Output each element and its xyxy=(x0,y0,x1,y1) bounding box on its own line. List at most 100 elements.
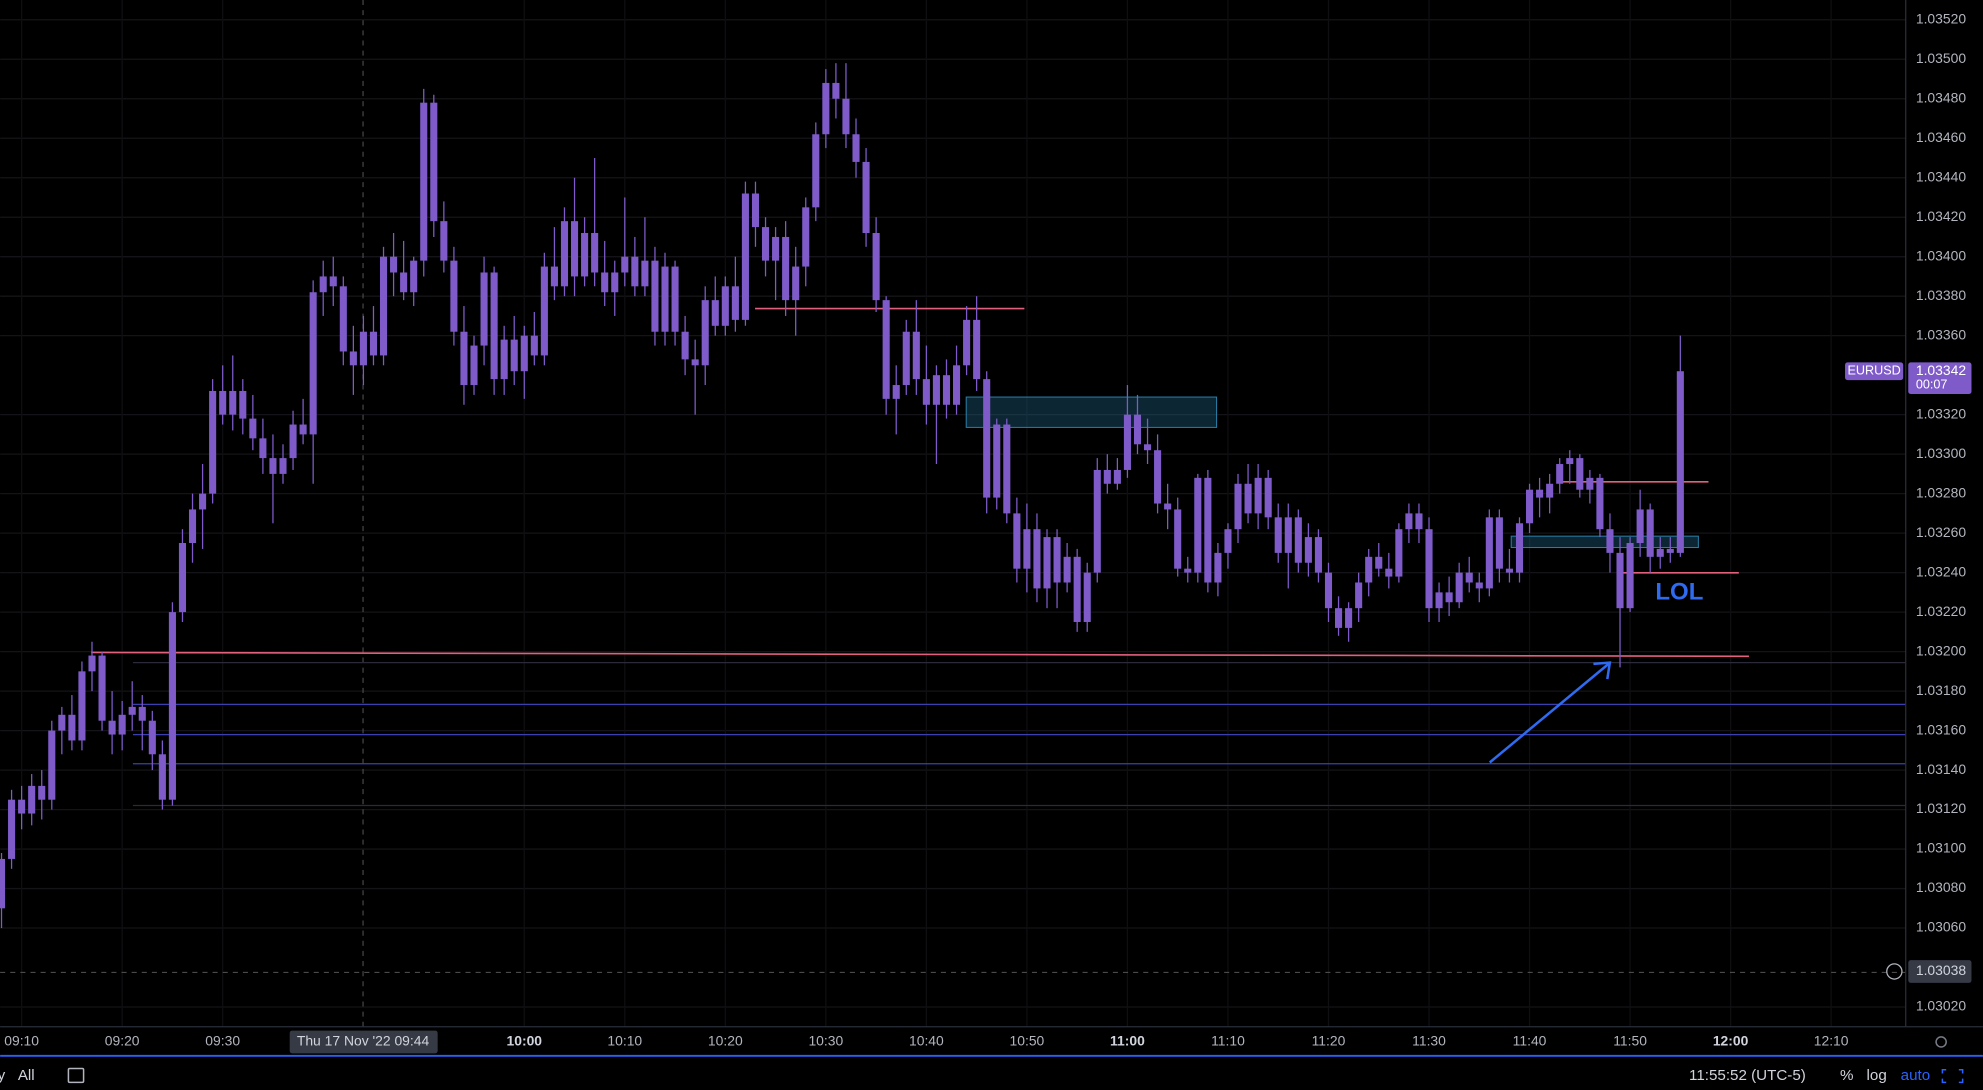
candle-body xyxy=(581,232,589,277)
candle-body xyxy=(460,331,468,386)
y-tick-label: 1.03440 xyxy=(1916,168,1966,184)
candle-body xyxy=(1294,517,1302,563)
candle-body xyxy=(1033,529,1041,589)
candle-body xyxy=(209,390,217,494)
candle-body xyxy=(681,331,689,360)
range-button[interactable]: All xyxy=(18,1067,35,1084)
x-tick-label: 11:20 xyxy=(1312,1033,1346,1049)
candle-body xyxy=(38,785,46,800)
candle-body xyxy=(1556,464,1564,484)
candle-body xyxy=(1224,529,1232,553)
candle-body xyxy=(691,359,699,366)
candle-body xyxy=(158,754,166,800)
candle-body xyxy=(842,98,850,135)
candle-body xyxy=(1505,568,1513,573)
candle-body xyxy=(963,319,971,366)
zone-box xyxy=(965,396,1218,428)
candle-body xyxy=(78,671,86,741)
candle-body xyxy=(892,385,900,399)
y-tick-label: 1.03120 xyxy=(1916,800,1966,816)
candle-body xyxy=(1013,513,1021,569)
log-toggle[interactable]: log xyxy=(1867,1067,1887,1084)
x-tick-label: 10:10 xyxy=(607,1033,642,1049)
candle-body xyxy=(188,509,197,544)
candle-body xyxy=(108,720,116,735)
range-button[interactable]: y xyxy=(0,1067,6,1084)
x-tick-label: 09:10 xyxy=(4,1033,39,1049)
candle-body xyxy=(349,351,357,366)
candle-body xyxy=(1073,556,1081,622)
candle-body xyxy=(761,227,770,261)
candle-body xyxy=(1314,537,1322,573)
auto-toggle[interactable]: auto xyxy=(1901,1067,1930,1084)
candle-body xyxy=(1415,513,1423,530)
y-tick-label: 1.03160 xyxy=(1916,721,1966,737)
candle-body xyxy=(219,390,227,415)
y-tick-label: 1.03240 xyxy=(1916,563,1966,579)
last-price-tag xyxy=(1908,362,1972,394)
candle-body xyxy=(1626,543,1634,609)
fullscreen-icon[interactable] xyxy=(1941,1069,1964,1084)
candle-body xyxy=(289,424,297,459)
candle-body xyxy=(410,260,418,293)
candle-body xyxy=(168,612,176,800)
candle-body xyxy=(701,300,709,366)
candle-body xyxy=(1606,529,1614,553)
clock[interactable]: 11:55:52 (UTC-5) xyxy=(1689,1067,1806,1084)
candle-body xyxy=(621,256,629,273)
candle-body xyxy=(480,272,488,346)
goto-icon[interactable] xyxy=(67,1067,85,1084)
crosshair-time-tag xyxy=(289,1030,438,1054)
candle-body xyxy=(1485,517,1493,589)
candle-body xyxy=(390,256,398,273)
candle-body xyxy=(1345,608,1353,628)
candle-body xyxy=(661,266,669,332)
percent-toggle[interactable]: % xyxy=(1840,1067,1853,1084)
candle-body xyxy=(832,82,840,99)
candle-body xyxy=(1194,477,1202,573)
candle-body xyxy=(1666,548,1674,553)
candle-body xyxy=(279,458,287,474)
candle-body xyxy=(1576,458,1584,490)
candle-body xyxy=(731,286,739,320)
x-tick-label: 10:40 xyxy=(909,1033,944,1049)
candle-body xyxy=(299,424,307,435)
candle-body xyxy=(1003,424,1011,514)
candle-body xyxy=(359,331,367,366)
candle-body xyxy=(1526,489,1534,524)
candle-body xyxy=(58,714,66,731)
y-tick-label: 1.03200 xyxy=(1916,642,1966,658)
candle-body xyxy=(229,390,237,415)
y-tick-label: 1.03520 xyxy=(1916,10,1966,26)
candle-body xyxy=(1123,414,1131,470)
candle-body xyxy=(550,266,558,287)
add-alert-icon[interactable] xyxy=(1886,963,1903,980)
x-tick-label: 10:30 xyxy=(808,1033,843,1049)
candle-body xyxy=(1395,529,1403,577)
candle-body xyxy=(802,207,810,267)
y-tick-label: 1.03360 xyxy=(1916,326,1966,342)
candle-body xyxy=(0,858,6,909)
candle-body xyxy=(1365,556,1373,583)
x-tick-label: 11:00 xyxy=(1110,1033,1145,1049)
candle-body xyxy=(932,375,940,405)
y-tick-label: 1.03180 xyxy=(1916,682,1966,698)
settings-icon[interactable] xyxy=(1935,1036,1947,1048)
candle-body xyxy=(852,134,860,162)
arrow xyxy=(1488,662,1610,764)
candle-body xyxy=(88,655,96,672)
candle-body xyxy=(540,266,548,356)
candle-body xyxy=(490,272,498,380)
x-tick-label: 11:10 xyxy=(1211,1033,1245,1049)
candle-body xyxy=(1103,469,1111,484)
candle-body xyxy=(1143,444,1152,451)
drawings xyxy=(91,307,1906,807)
candle-body xyxy=(1214,552,1222,583)
x-tick-label: 09:20 xyxy=(105,1033,140,1049)
y-tick-label: 1.03500 xyxy=(1916,50,1966,66)
candle-body xyxy=(751,193,760,228)
candle-body xyxy=(1435,592,1443,609)
candle-body xyxy=(450,260,458,332)
candle-body xyxy=(1495,517,1503,569)
candle-body xyxy=(148,720,156,755)
